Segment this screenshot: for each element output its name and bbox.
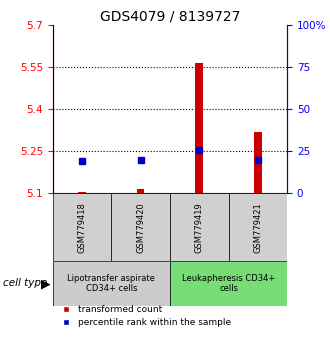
Bar — [228, 193, 287, 261]
Bar — [78, 192, 86, 193]
Legend: transformed count, percentile rank within the sample: transformed count, percentile rank withi… — [57, 305, 231, 327]
Bar — [254, 132, 262, 193]
Text: GSM779421: GSM779421 — [253, 202, 262, 252]
Text: GSM779418: GSM779418 — [78, 202, 86, 253]
Text: Leukapheresis CD34+
cells: Leukapheresis CD34+ cells — [182, 274, 275, 293]
Title: GDS4079 / 8139727: GDS4079 / 8139727 — [100, 10, 240, 24]
Bar — [170, 261, 287, 306]
Text: GSM779420: GSM779420 — [136, 202, 145, 252]
Bar — [53, 261, 170, 306]
Bar — [53, 193, 112, 261]
Bar — [137, 189, 145, 193]
Text: cell type: cell type — [3, 278, 48, 289]
Text: ▶: ▶ — [41, 277, 51, 290]
Text: Lipotransfer aspirate
CD34+ cells: Lipotransfer aspirate CD34+ cells — [67, 274, 155, 293]
Bar — [170, 193, 229, 261]
Bar — [195, 63, 203, 193]
Bar — [112, 193, 170, 261]
Text: GSM779419: GSM779419 — [195, 202, 204, 252]
